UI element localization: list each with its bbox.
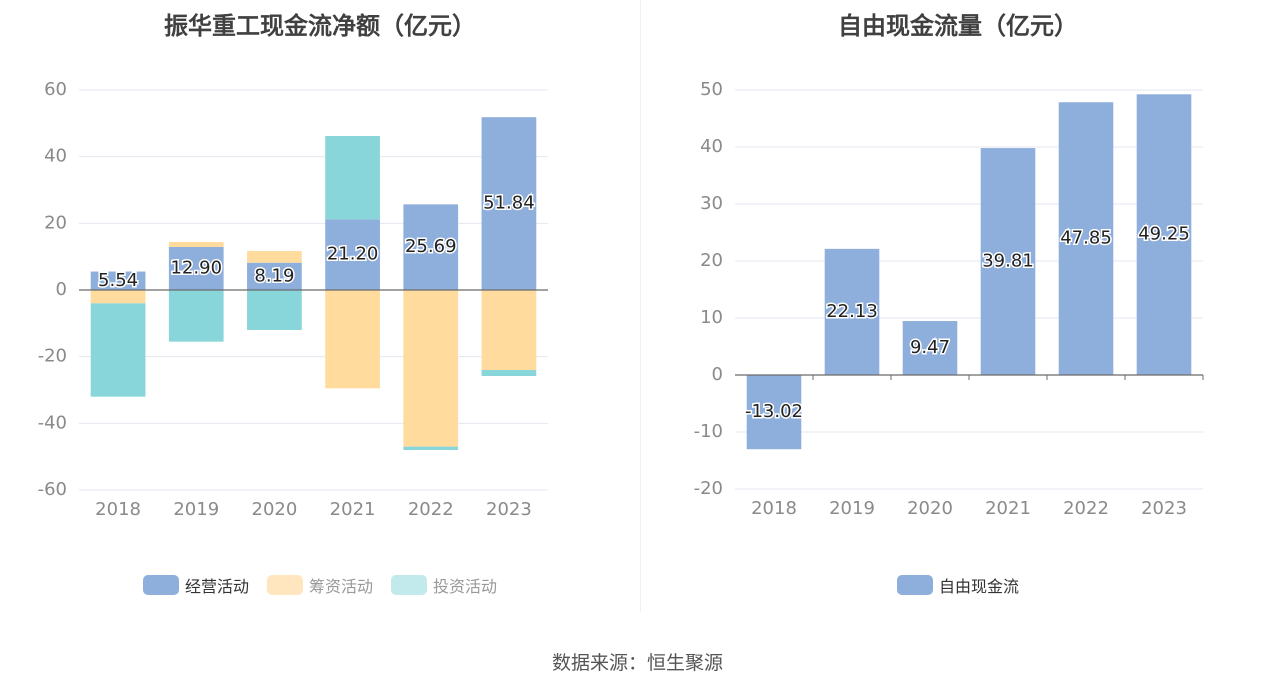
bar	[1136, 94, 1192, 376]
bar	[481, 370, 537, 376]
bar	[980, 148, 1036, 375]
cash-flow-net-chart: 振华重工现金流净额（亿元） 60 40 20 0 -20 -40 -60 2018 2019 20…	[0, 0, 640, 612]
bar	[403, 290, 459, 447]
data-label: 5.54	[98, 270, 138, 291]
data-label: 21.20	[327, 244, 379, 265]
bar	[90, 303, 146, 397]
data-label: 39.81	[982, 251, 1034, 272]
bar	[325, 219, 380, 290]
legend-label: 经营活动	[184, 577, 249, 596]
bar	[247, 262, 302, 290]
bar	[746, 375, 802, 450]
y-tick-label: 0	[56, 279, 67, 300]
bar	[1058, 102, 1114, 375]
chart-legend: 自由现金流	[641, 573, 1275, 597]
data-label: 22.13	[826, 301, 878, 322]
y-tick-label: -20	[38, 346, 67, 367]
legend-item-financing[interactable]: 筹资活动	[266, 573, 373, 597]
legend-item-operating[interactable]: 经营活动	[142, 573, 249, 597]
legend-swatch	[391, 575, 427, 595]
data-label: 51.84	[483, 193, 535, 214]
x-tick-label: 2019	[829, 498, 875, 519]
data-label: 25.69	[405, 236, 457, 257]
bar	[90, 290, 146, 304]
bar	[247, 290, 302, 330]
legend-item-free-cash-flow[interactable]: 自由现金流	[896, 573, 1019, 597]
x-tick-label: 2020	[907, 498, 953, 519]
legend-swatch	[896, 575, 933, 595]
y-tick-label: -60	[38, 479, 67, 500]
bar	[481, 290, 537, 370]
x-tick-label: 2021	[330, 499, 376, 520]
bar	[90, 271, 146, 290]
bar	[325, 136, 380, 220]
chart-legend: 经营活动 筹资活动 投资活动	[0, 573, 640, 597]
y-tick-label: 40	[44, 146, 67, 167]
y-tick-label: 40	[700, 136, 723, 157]
data-label: 49.25	[1138, 224, 1190, 245]
data-source: 数据来源：恒生聚源	[551, 652, 723, 674]
bar	[325, 290, 380, 389]
chart-title: 自由现金流量（亿元）	[838, 12, 1078, 40]
x-tick-label: 2023	[1141, 498, 1187, 519]
x-tick-label: 2020	[252, 499, 298, 520]
x-tick-label: 2022	[1063, 498, 1109, 519]
x-tick-label: 2019	[173, 499, 219, 520]
bar	[902, 321, 958, 375]
bar	[168, 290, 224, 342]
free-cash-flow-plot: 50 40 30 20 10 0 -10 -20 2018 2019 2020 2021 2022 202…	[694, 79, 1204, 519]
legend-swatch	[142, 575, 179, 595]
legend-swatch	[266, 575, 303, 595]
bar	[824, 248, 880, 375]
x-tick-label: 2023	[486, 499, 532, 520]
data-label: 9.47	[910, 337, 950, 358]
bar	[403, 446, 459, 450]
x-tick-label: 2022	[408, 499, 454, 520]
y-tick-label: 50	[700, 79, 723, 100]
legend-label: 筹资活动	[308, 577, 373, 596]
data-label: 12.90	[170, 258, 222, 279]
y-tick-label: 0	[712, 364, 723, 385]
x-tick-label: 2018	[95, 499, 141, 520]
bar	[168, 242, 224, 247]
x-tick-label: 2021	[985, 498, 1031, 519]
y-tick-label: -20	[694, 478, 723, 499]
cash-flow-net-plot: 60 40 20 0 -20 -40 -60 2018 2019 2020 2021 2022 2023…	[38, 79, 548, 520]
data-label: 8.19	[254, 265, 294, 286]
bar	[168, 247, 224, 290]
y-tick-label: 10	[700, 307, 723, 328]
chart-title: 振华重工现金流净额（亿元）	[164, 12, 476, 40]
y-tick-label: -40	[38, 412, 67, 433]
data-label: -13.02	[745, 401, 803, 422]
bar	[481, 117, 537, 290]
data-label: 47.85	[1060, 228, 1112, 249]
y-tick-label: 20	[700, 250, 723, 271]
panel-divider	[640, 0, 641, 612]
legend-label: 投资活动	[433, 577, 498, 596]
y-tick-label: -10	[694, 421, 723, 442]
y-tick-label: 30	[700, 193, 723, 214]
bar	[403, 204, 459, 290]
legend-item-investing[interactable]: 投资活动	[391, 573, 497, 597]
y-tick-label: 20	[44, 212, 67, 233]
bar	[247, 251, 302, 263]
free-cash-flow-chart: 自由现金流量（亿元） 50 40 30 20 10 0 -10 -20 2018 2019 2020…	[641, 0, 1275, 612]
y-tick-label: 60	[44, 79, 67, 100]
x-tick-label: 2018	[751, 498, 797, 519]
legend-label: 自由现金流	[938, 577, 1019, 596]
